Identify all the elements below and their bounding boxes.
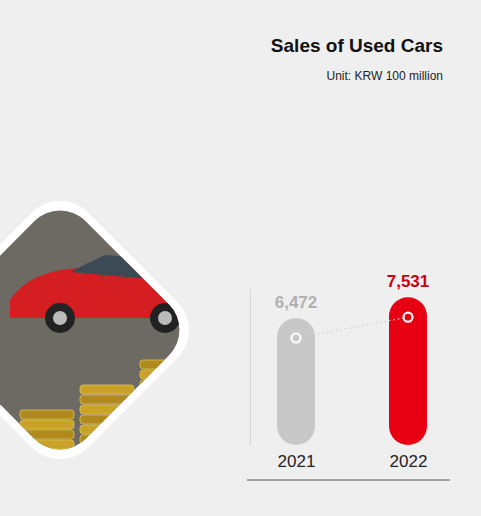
coin <box>20 470 74 479</box>
coin <box>80 465 134 474</box>
car-hub <box>158 311 172 325</box>
x-axis: 2021 2022 <box>278 445 428 471</box>
coin <box>140 370 194 379</box>
coin <box>0 505 34 514</box>
coin <box>20 440 74 449</box>
coin <box>0 485 34 494</box>
chart: Sales of Used Cars Unit: KRW 100 million 6… <box>0 0 481 516</box>
coin <box>80 405 134 414</box>
bar <box>277 318 315 445</box>
x-tick-label: 2022 <box>390 452 428 471</box>
illustration <box>0 180 220 514</box>
coin <box>0 455 34 464</box>
coin <box>20 450 74 459</box>
coin <box>140 420 194 429</box>
coin <box>140 380 194 389</box>
coin <box>80 435 134 444</box>
marker <box>404 313 413 322</box>
coin <box>140 430 194 439</box>
coin <box>80 445 134 454</box>
connector <box>296 317 408 338</box>
y-axis <box>250 289 251 446</box>
car-wheel <box>45 303 75 333</box>
illustration-bg <box>0 180 220 480</box>
title: Sales of Used Cars <box>271 35 443 56</box>
coin <box>80 395 134 404</box>
x-tick: 2021 <box>278 445 316 471</box>
coin <box>20 430 74 439</box>
x-tick: 2022 <box>390 445 428 471</box>
coin <box>80 475 134 484</box>
subtitle: Unit: KRW 100 million <box>327 69 443 83</box>
coin <box>140 450 194 459</box>
car-wheel <box>150 303 180 333</box>
x-tick-label: 2021 <box>278 452 316 471</box>
coin <box>140 360 194 369</box>
coin <box>0 475 34 484</box>
coin <box>80 455 134 464</box>
coin <box>140 410 194 419</box>
y-axis-line <box>250 289 251 446</box>
coin <box>80 415 134 424</box>
coin <box>20 480 74 489</box>
car-window <box>70 255 160 280</box>
coin <box>0 465 34 474</box>
coin <box>0 495 34 504</box>
coin <box>20 490 74 499</box>
marker <box>292 333 301 342</box>
bottom-rule <box>247 480 450 481</box>
coin <box>80 425 134 434</box>
plot-area <box>277 297 427 445</box>
value-label: 7,531 <box>387 272 430 291</box>
coin <box>140 440 194 449</box>
coin <box>140 390 194 399</box>
coin <box>20 420 74 429</box>
coin <box>20 460 74 469</box>
coin <box>0 445 34 454</box>
coin <box>140 460 194 469</box>
coin <box>20 410 74 419</box>
coin <box>140 400 194 409</box>
car-hub <box>53 311 67 325</box>
value-label: 6,472 <box>275 293 318 312</box>
coin <box>80 385 134 394</box>
